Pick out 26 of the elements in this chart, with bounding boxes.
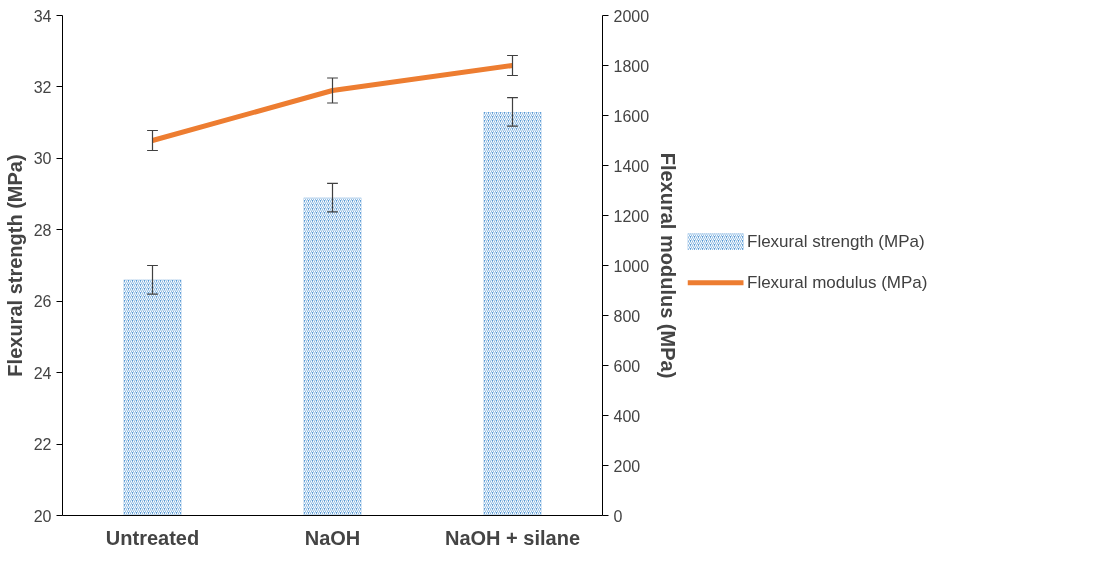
legend-label: Flexural modulus (MPa) [747, 273, 928, 293]
y-tick-label: 20 [33, 507, 52, 525]
y-tick-label: 26 [33, 293, 52, 311]
y-tick-label: 34 [33, 7, 52, 25]
x-tick-label: Untreated [105, 526, 200, 549]
y2-axis-title: Flexural modulus (MPa) [657, 152, 680, 379]
y2-tick-label: 1600 [613, 107, 650, 125]
x-tick-label: NaOH [304, 526, 361, 549]
y-tick-label: 32 [33, 78, 52, 96]
y2-tick-label: 800 [613, 307, 641, 325]
y-axis-title: Flexural strength (MPa) [3, 154, 26, 377]
y2-tick-label: 400 [613, 407, 641, 425]
legend-label: Flexural strength (MPa) [747, 232, 925, 252]
y2-tick-label: 1200 [613, 207, 650, 225]
y2-tick-label: 1000 [613, 257, 650, 275]
y2-tick-label: 1400 [613, 157, 650, 175]
y-tick-label: 30 [33, 150, 52, 168]
y2-tick-label: 1800 [613, 57, 650, 75]
x-tick-label: NaOH + silane [444, 526, 581, 549]
y2-tick-label: 200 [613, 457, 641, 475]
y2-tick-label: 0 [613, 507, 623, 525]
y2-tick-label: 600 [613, 357, 641, 375]
y2-tick-label: 2000 [613, 7, 650, 25]
y-tick-label: 28 [33, 221, 52, 239]
y-tick-label: 22 [33, 436, 52, 454]
y-tick-label: 24 [33, 364, 52, 382]
